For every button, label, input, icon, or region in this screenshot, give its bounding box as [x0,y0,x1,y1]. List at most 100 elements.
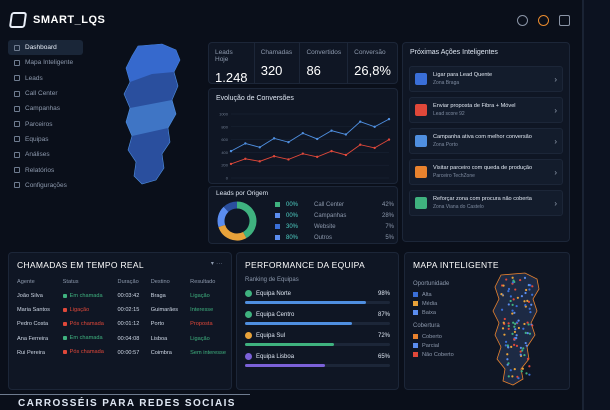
search-icon[interactable] [517,14,528,26]
data-point [272,155,276,158]
action-card[interactable]: Reforçar zona com procura não coberta Zon… [409,190,563,216]
team-rank-row[interactable]: Equipa Lisboa 65% [237,350,398,371]
series-line [230,118,390,152]
sidebar-item[interactable]: Equipas [8,132,83,147]
kpi-card[interactable]: Convertidos 86 [300,43,349,83]
performance-title: PERFORMANCE DA EQUIPA [245,260,365,270]
y-tick-label: 200 [221,163,228,168]
map-dot [527,283,530,287]
map-dot [502,284,505,287]
notification-icon[interactable] [538,14,549,26]
action-subtitle: Zona Porto [433,142,458,148]
map-dot [525,344,528,347]
team-progress-bar [245,343,390,346]
data-point [344,133,348,136]
column-header: Duração [117,279,139,285]
map-legend-swatch [413,310,418,315]
sidebar-item[interactable]: Análises [8,147,83,162]
legend-swatch [275,224,280,229]
map-dot [509,295,512,298]
table-row[interactable]: Pedro Costa Pós chamada 00:01:12 Porto Propo… [9,317,231,331]
table-row[interactable]: João Silva Em chamada 00:03:42 Braga Ligação [9,289,231,303]
team-progress-fill [245,301,366,304]
kpi-card[interactable]: Leads Hoje 1.248 [209,43,255,85]
sidebar-item[interactable]: Mapa Inteligente [8,55,83,70]
call-result: Sem interesse [190,349,226,356]
sidebar-item[interactable]: Relatórios [8,162,83,177]
team-name: Equipa Lisboa [256,353,295,360]
sidebar-item[interactable]: Parceiros [8,116,83,131]
ranking-subtitle: Ranking de Equipas [245,277,299,283]
smart-map[interactable] [483,271,555,387]
status-text: Pós chamada [69,320,104,327]
action-card[interactable]: Visitar parceiro com queda de produção Pa… [409,159,563,185]
column-header: Status [62,279,79,285]
kpi-card[interactable]: Conversão 26,8% [348,43,397,83]
map-dot [523,353,526,357]
chevron-right-icon[interactable]: › [554,74,557,84]
column-header: Resultado [190,279,216,285]
chevron-right-icon[interactable]: › [554,105,557,115]
app-logo[interactable]: SMART_LQS [8,12,105,28]
calls-menu-icon[interactable]: ▾ ··· [210,261,223,267]
chevron-right-icon[interactable]: › [554,198,557,208]
map-dot [512,321,515,324]
sidebar-item[interactable]: Leads [8,71,83,86]
chevron-right-icon[interactable]: › [554,136,557,146]
action-title: Ligar para Lead Quente [433,72,493,78]
map-dot [524,331,527,334]
status-cell: Pós chamada [55,317,110,331]
map-dot [504,344,507,347]
team-rank-row[interactable]: Equipa Centro 87% [237,308,398,329]
team-badge-icon [245,353,252,360]
map-dot [513,325,516,328]
legend-swatch [275,235,280,240]
sidebar-item[interactable]: Configurações [8,178,83,193]
call-duration: 00:04:08 [117,335,140,342]
sidebar-item-icon [14,167,20,174]
sidebar-item[interactable]: Call Center [8,86,83,101]
chevron-right-icon[interactable]: › [554,167,557,177]
call-result: Proposta [190,321,213,328]
table-row[interactable]: Maria Santos Ligação 00:02:15 Guimarães Inte… [9,303,231,317]
action-card[interactable]: Campanha ativa com melhor conversão Zona … [409,128,563,154]
team-rank-row[interactable]: Equipa Norte 98% [237,287,398,308]
map-dot [515,344,519,347]
data-point [287,140,290,144]
map-dot [500,293,503,296]
sidebar-item-label: Campanhas [25,105,61,113]
team-rank-row[interactable]: Equipa Sul 72% [237,329,398,350]
action-card[interactable]: Ligar para Lead Quente Zona Braga › [409,66,563,92]
team-performance-panel: PERFORMANCE DA EQUIPA Ranking de Equipas… [236,252,399,390]
kpi-panel: Leads Hoje 1.248 Chamadas 320 Convertidos 86 C… [208,42,398,85]
map-legend-swatch [413,334,418,339]
legend-value: 7% [385,223,394,230]
map-dot [507,346,510,349]
sidebar-item-icon [14,75,20,82]
actions-title: Próximas Ações Inteligentes [410,49,498,56]
coverage-title: Cobertura [413,323,440,329]
team-score: 87% [377,311,390,318]
status-cell: Pós chamada [55,346,110,360]
portugal-map[interactable] [118,42,192,190]
action-icon [415,135,427,147]
kpi-value: 86 [306,63,321,78]
data-point [373,125,376,128]
profile-icon[interactable] [559,14,570,26]
sidebar-item[interactable]: Dashboard [8,40,83,56]
map-dot [511,276,514,279]
action-icon [415,197,427,209]
table-row[interactable]: Rui Pereira Pós chamada 00:00:57 Coimbra Sem… [9,346,231,360]
leads-donut-chart[interactable] [217,201,257,241]
sidebar-item[interactable]: Campanhas [8,101,83,116]
smart-map-panel: MAPA INTELIGENTE Oportunidade Alta Média B… [404,252,570,390]
action-card[interactable]: Enviar proposta de Fibra + Móvel Lead sco… [409,97,563,123]
map-dot [506,353,509,356]
data-point [315,155,319,159]
kpi-card[interactable]: Chamadas 320 [255,43,301,83]
map-dot [521,349,524,352]
evolution-chart[interactable]: 0 200 400 600 800 1000 [209,108,397,186]
smart-map-title: MAPA INTELIGENTE [413,260,499,270]
map-dot [510,345,513,348]
table-row[interactable]: Ana Ferreira Em chamada 00:04:08 Lisboa Liga… [9,332,231,346]
